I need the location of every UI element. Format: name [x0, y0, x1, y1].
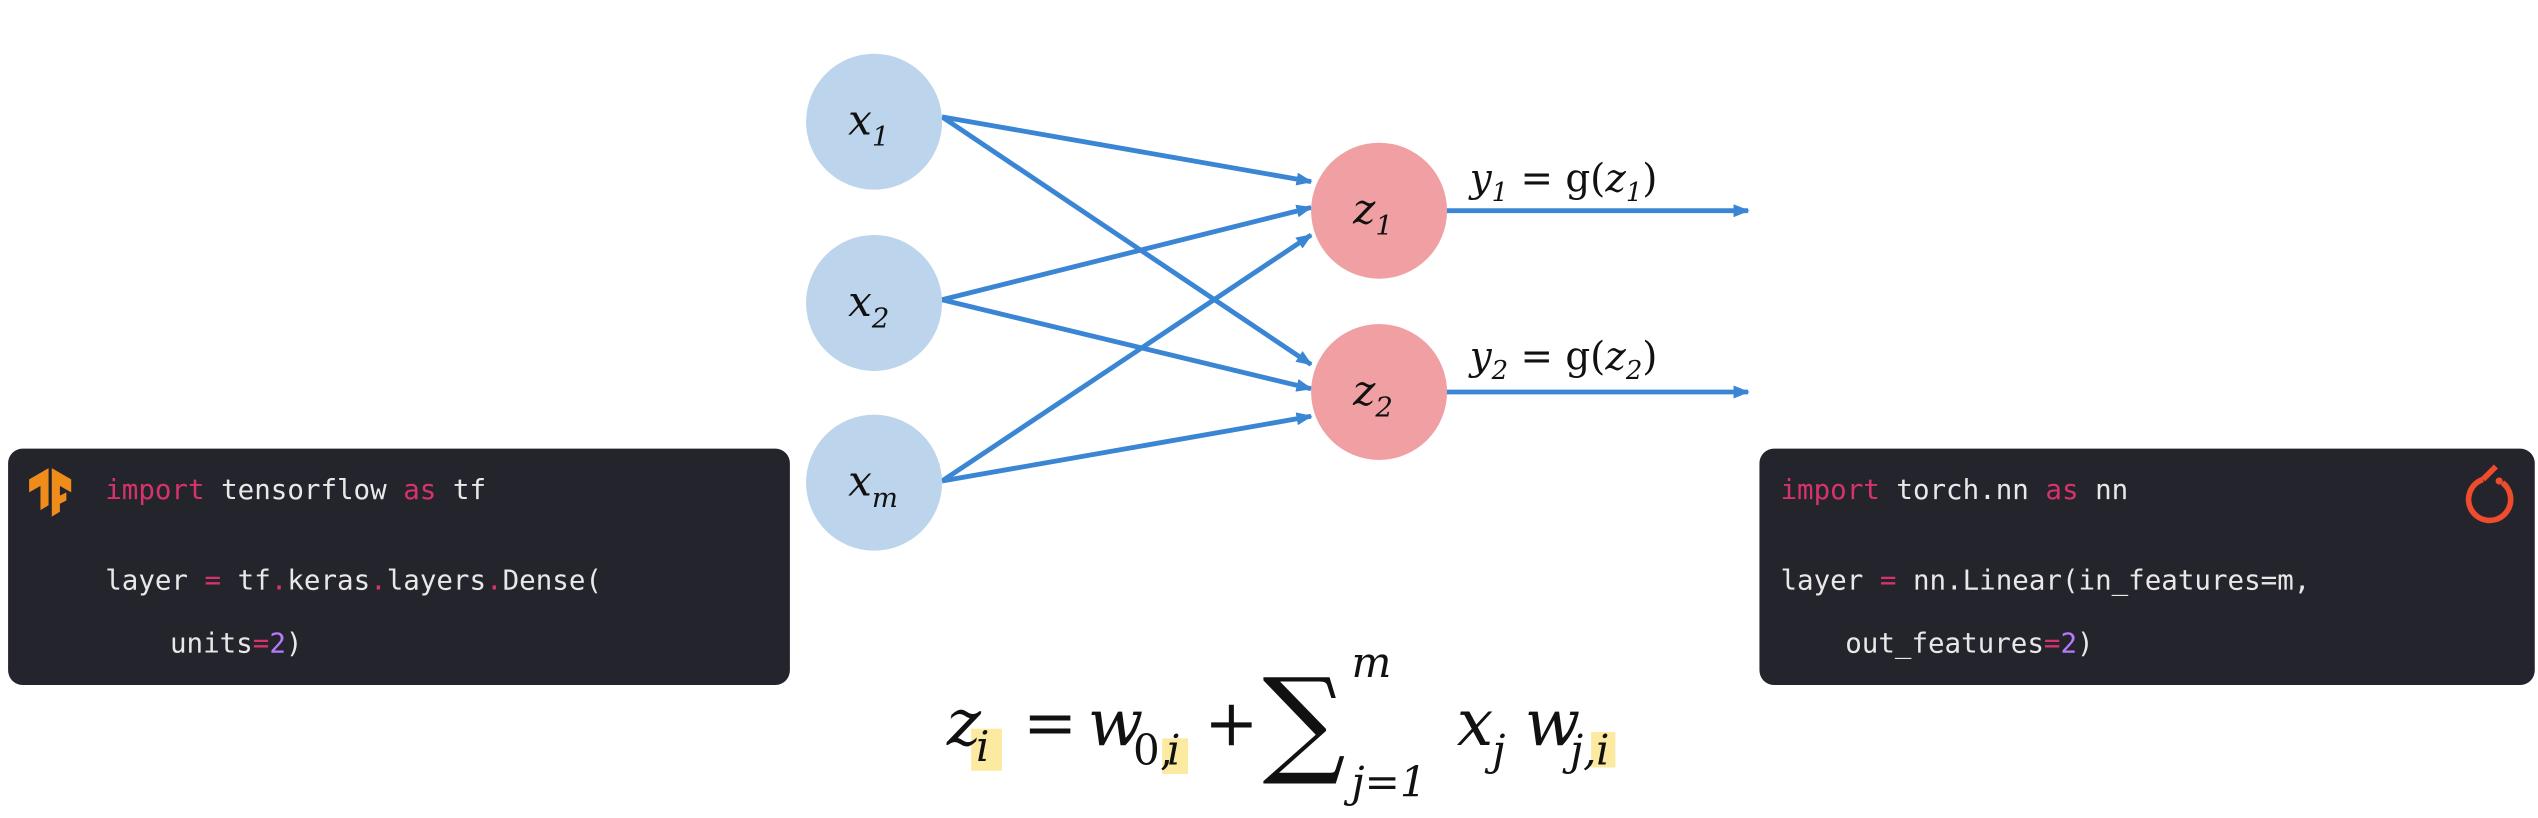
equation-part: = g( [1508, 334, 1605, 379]
code-line: out_features=2) [1845, 628, 2093, 661]
code-token: 2 [2060, 628, 2077, 660]
code-token: . [370, 564, 387, 596]
code-token: import [105, 474, 204, 506]
operator: + [1204, 686, 1258, 761]
code-token: = [205, 564, 222, 596]
code-token: torch.nn [1880, 474, 2046, 506]
code-token: ) [286, 628, 303, 660]
equation-part: ) [1642, 156, 1657, 201]
code-token: import [1780, 474, 1879, 506]
operator: = [1023, 686, 1077, 761]
symbol: y [1468, 334, 1493, 379]
code-token: layers [387, 564, 486, 596]
code-token: keras [287, 564, 370, 596]
subscript: 2 [1625, 356, 1642, 386]
subscript: 1 [1492, 178, 1508, 208]
node-label: xm [848, 457, 898, 514]
input-node [806, 53, 943, 190]
formula: zi = w0,i +∑ m j=1xj wj,i [946, 638, 1616, 807]
code-token: as [2045, 474, 2078, 506]
sum-upper: m [1352, 638, 1392, 687]
tensorflow-code-box [8, 448, 790, 685]
subscript: 1 [1375, 210, 1392, 242]
subscript: 0, [1133, 725, 1173, 774]
equation-part: ) [1642, 334, 1657, 379]
subscript: 2 [1374, 391, 1392, 423]
output-label: y2 = g(z2) [1468, 334, 1658, 386]
pytorch-logo [2465, 464, 2514, 524]
code-token: layer [1780, 564, 1879, 596]
node-label: z2 [1352, 366, 1393, 423]
code-token: layer [105, 564, 204, 596]
code-token: . [486, 564, 503, 596]
output-label: y1 = g(z1) [1468, 156, 1658, 208]
output-labels: y1 = g(z1) y2 = g(z2) [1468, 156, 1658, 386]
symbol: x [848, 457, 872, 506]
subscript: 1 [872, 121, 889, 153]
nodes [806, 53, 1448, 551]
input-node [806, 414, 943, 551]
code-token: units [170, 628, 253, 660]
formula-text: zi = w0,i +∑ m j=1xj wj,i [946, 638, 1610, 807]
subscript: i [976, 722, 989, 771]
symbol: y [1468, 156, 1493, 201]
tensorflow-logo [29, 468, 72, 517]
pytorch-code-box [1759, 448, 2535, 685]
code-token: . [271, 564, 288, 596]
symbol: z [1352, 185, 1376, 234]
subscript: 2 [871, 302, 890, 334]
symbol: z [1604, 156, 1626, 201]
symbol: x [848, 277, 872, 326]
code-token: = [2044, 628, 2061, 660]
code-token: tf [221, 564, 271, 596]
code-token: tf [436, 474, 486, 506]
code-line: layer = tf.keras.layers.Dense( [105, 564, 602, 596]
code-token: Dense( [503, 564, 602, 596]
symbol: z [946, 686, 982, 761]
subscript: m [872, 482, 898, 514]
code-token: = [253, 628, 270, 660]
subscript: i [1167, 725, 1180, 774]
symbol: z [1352, 366, 1376, 415]
code-line: units=2) [170, 628, 302, 660]
output-node [1311, 324, 1448, 460]
highlight [1162, 738, 1189, 774]
node-label: z1 [1352, 185, 1393, 242]
code-token: ) [2077, 628, 2094, 660]
sum-lower: j=1 [1344, 758, 1427, 807]
sum-sign: ∑ [1263, 654, 1346, 789]
equation-part: = g( [1508, 156, 1605, 201]
node-label: x1 [848, 96, 889, 153]
code-line: import torch.nn as nn [1780, 474, 2128, 506]
code-line: layer = nn.Linear(in_features=m, [1780, 564, 2310, 597]
code-token: 2 [269, 628, 286, 660]
subscript: 1 [1626, 178, 1642, 208]
code-token: nn [2079, 474, 2129, 506]
highlight [1591, 731, 1616, 768]
connections [940, 114, 1750, 484]
symbol: w [1088, 686, 1143, 761]
code-token: out_features [1845, 628, 2044, 661]
code-token: = [1880, 564, 1897, 596]
code-token: nn.Linear(in_features=m, [1896, 564, 2310, 597]
symbol: z [1604, 334, 1626, 379]
output-node [1311, 142, 1448, 279]
code-token: tensorflow [205, 474, 404, 506]
code-line: import tensorflow as tf [105, 474, 486, 506]
node-label: x2 [848, 277, 889, 334]
subscript: 2 [1491, 356, 1508, 386]
input-node [806, 234, 943, 371]
highlight [971, 728, 1002, 771]
symbol: x [1457, 686, 1494, 761]
symbol: x [848, 96, 872, 145]
pytorch-code: import torch.nn as nn layer = nn.Linear(i… [1780, 474, 2310, 661]
symbol: w [1525, 686, 1580, 761]
code-token: as [403, 474, 436, 506]
subscript: i [1596, 725, 1609, 774]
